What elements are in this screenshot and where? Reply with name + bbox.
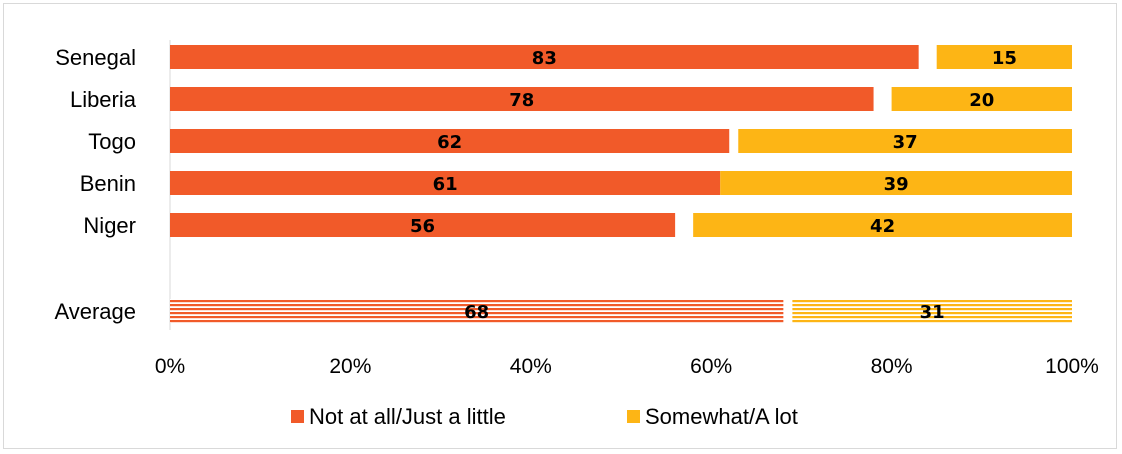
bar-not-at-all bbox=[170, 213, 676, 237]
x-tick-label: 80% bbox=[871, 355, 913, 378]
data-label: 56 bbox=[410, 216, 435, 237]
bar-somewhat bbox=[738, 129, 1072, 153]
data-label: 78 bbox=[509, 90, 534, 111]
x-tick-label: 20% bbox=[329, 355, 371, 378]
data-label: 83 bbox=[532, 48, 557, 69]
data-label: 31 bbox=[920, 302, 945, 323]
data-label: 61 bbox=[433, 174, 458, 195]
category-label: Senegal bbox=[55, 45, 136, 70]
bar-not-at-all bbox=[170, 129, 730, 153]
bar-somewhat bbox=[891, 87, 1072, 111]
x-tick-label: 100% bbox=[1045, 355, 1099, 378]
bar-somewhat bbox=[792, 299, 1072, 323]
data-label: 68 bbox=[464, 302, 489, 323]
data-label: 37 bbox=[893, 132, 918, 153]
category-labels: Senegal Liberia Togo Benin Niger Average bbox=[54, 45, 136, 324]
category-label: Togo bbox=[88, 129, 136, 154]
legend: Not at all/Just a little Somewhat/A lot bbox=[291, 404, 798, 429]
legend-label: Not at all/Just a little bbox=[309, 404, 506, 429]
x-tick-label: 60% bbox=[690, 355, 732, 378]
bar-somewhat bbox=[936, 45, 1072, 69]
legend-label: Somewhat/A lot bbox=[645, 404, 798, 429]
x-tick-label: 40% bbox=[510, 355, 552, 378]
bar-not-at-all bbox=[170, 45, 919, 69]
x-tick-labels: 0% 20% 40% 60% 80% 100% bbox=[155, 355, 1099, 378]
data-label: 42 bbox=[870, 216, 895, 237]
data-label: 15 bbox=[992, 48, 1017, 69]
legend-swatch bbox=[291, 410, 304, 423]
bar-somewhat bbox=[693, 213, 1072, 237]
data-label: 20 bbox=[969, 90, 994, 111]
bar-not-at-all bbox=[170, 87, 874, 111]
category-label: Niger bbox=[83, 213, 136, 238]
data-label: 39 bbox=[884, 174, 909, 195]
x-tick-label: 0% bbox=[155, 355, 185, 378]
data-label: 62 bbox=[437, 132, 462, 153]
bar-not-at-all bbox=[170, 299, 784, 323]
legend-swatch bbox=[627, 410, 640, 423]
bars-group: 83 15 78 20 62 37 61 39 56 42 68 31 bbox=[170, 45, 1072, 323]
category-label: Liberia bbox=[70, 87, 137, 112]
bar-somewhat bbox=[720, 171, 1072, 195]
category-label: Benin bbox=[80, 171, 136, 196]
category-label: Average bbox=[54, 299, 136, 324]
bar-not-at-all bbox=[170, 171, 721, 195]
